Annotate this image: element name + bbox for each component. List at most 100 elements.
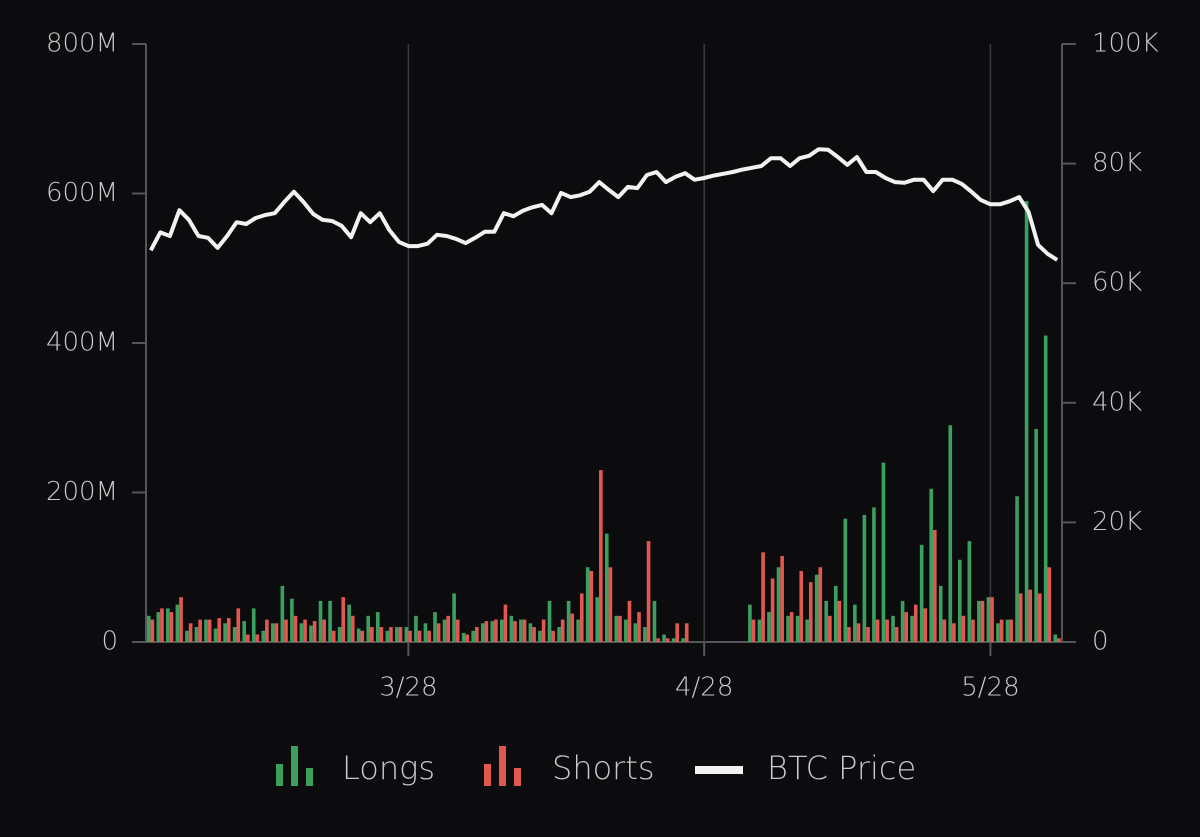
legend-icon (499, 746, 506, 786)
bar (356, 628, 361, 642)
bar (881, 462, 886, 642)
bar (1024, 200, 1029, 642)
bar (417, 630, 422, 642)
bar (522, 619, 527, 642)
bar (1047, 567, 1052, 642)
bar (245, 634, 250, 642)
bar (442, 619, 447, 642)
bar (646, 541, 651, 642)
bar (480, 623, 485, 642)
bar (971, 619, 975, 642)
bar (656, 638, 660, 642)
bar (776, 567, 781, 642)
bar (198, 619, 202, 642)
bar (490, 621, 495, 642)
legend-icon (291, 746, 298, 786)
bar (375, 612, 380, 642)
bar (665, 638, 670, 642)
bar (579, 593, 584, 642)
bar (169, 612, 174, 642)
bar (961, 615, 966, 642)
bar (423, 623, 428, 642)
bar (828, 615, 832, 642)
bar (261, 630, 266, 642)
legend-label: BTC Price (767, 749, 916, 787)
bar (913, 604, 918, 642)
bar (967, 541, 972, 642)
bar (360, 630, 365, 642)
bar (299, 623, 304, 642)
bar (1028, 589, 1033, 642)
bar (767, 612, 771, 642)
bar (952, 623, 956, 642)
bar (414, 615, 418, 642)
bar (509, 615, 514, 642)
bar (624, 619, 628, 642)
bar (904, 612, 908, 642)
bar (818, 567, 823, 642)
bar (604, 533, 609, 642)
bar (538, 630, 542, 642)
bar (942, 619, 947, 642)
y-tick-label: 600M (46, 178, 118, 208)
bar (1057, 638, 1061, 642)
bar (595, 597, 600, 642)
bar (446, 615, 450, 642)
bar (213, 628, 218, 642)
bar (318, 600, 323, 642)
bar (856, 623, 861, 642)
bar (948, 425, 953, 642)
bar (541, 619, 546, 642)
bar (223, 623, 227, 642)
bar (614, 615, 619, 642)
bar (938, 585, 943, 642)
price-line (149, 147, 1059, 262)
bar (156, 612, 161, 642)
y-tick-label: 0 (101, 627, 118, 657)
y2-tick-label: 60K (1092, 268, 1142, 298)
bar (585, 567, 590, 642)
bar (452, 593, 456, 642)
bar (513, 621, 517, 642)
bar (455, 619, 460, 642)
legend-icon (514, 768, 521, 786)
bar (303, 619, 307, 642)
bar (436, 623, 441, 642)
bar (557, 627, 561, 642)
bar (570, 613, 575, 642)
bar (265, 619, 269, 642)
bar (805, 619, 809, 642)
bar (576, 619, 580, 642)
bar (465, 634, 470, 642)
bar (757, 619, 762, 642)
bar (226, 618, 231, 642)
bar (290, 598, 294, 642)
bar (551, 630, 555, 642)
bar (637, 612, 641, 642)
bar (627, 600, 632, 642)
bar (671, 638, 676, 642)
x-tick-label: 4/28 (675, 673, 733, 703)
bar (885, 619, 889, 642)
bar (808, 582, 813, 642)
bar (681, 638, 685, 642)
bar (379, 627, 384, 642)
bar (274, 623, 279, 642)
bar (532, 627, 536, 642)
bar (843, 518, 848, 642)
bar (185, 630, 189, 642)
bar (986, 597, 991, 642)
bar (461, 633, 466, 642)
bar (188, 623, 193, 642)
bar (566, 600, 571, 642)
bar (494, 619, 498, 642)
bar (751, 619, 756, 642)
bar (1053, 634, 1058, 642)
legend-icon (484, 764, 491, 786)
legend-icon (695, 766, 743, 774)
bar (337, 627, 342, 642)
bar (789, 612, 794, 642)
bar (1018, 593, 1023, 642)
bar (366, 615, 371, 642)
